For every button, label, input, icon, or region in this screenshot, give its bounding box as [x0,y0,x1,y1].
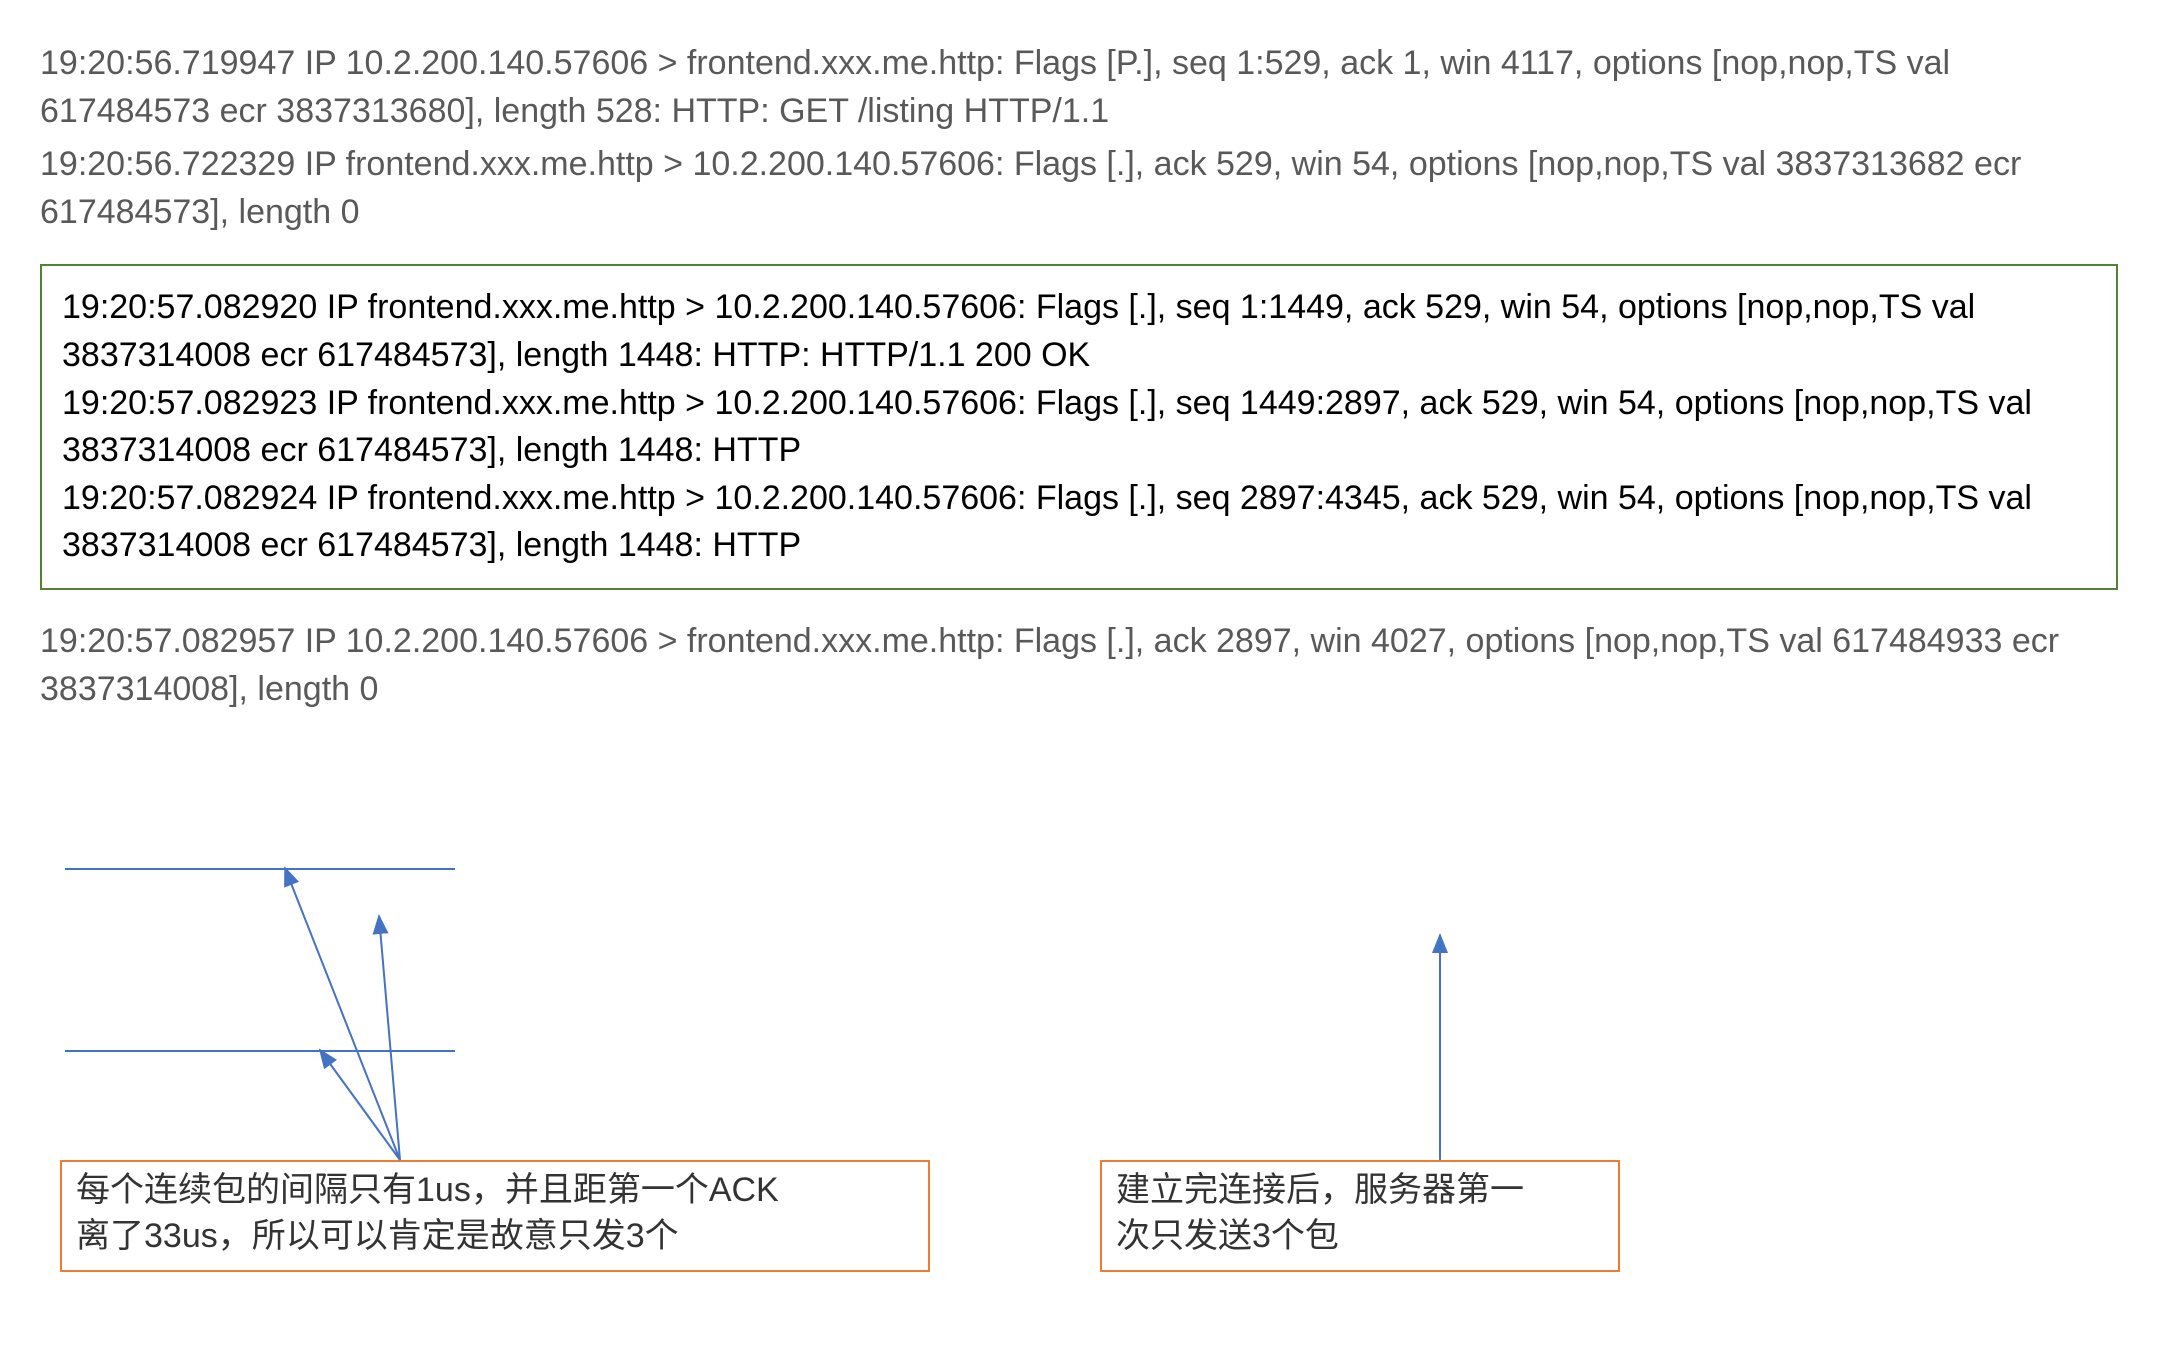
trace-line: 19:20:57.082923 IP frontend.xxx.me.http … [62,380,2096,475]
trace-line: 19:20:57.082924 IP frontend.xxx.me.http … [62,475,2096,570]
arrow-line [320,1050,400,1160]
annotation-left: 每个连续包的间隔只有1us，并且距第一个ACK 离了33us，所以可以肯定是故意… [60,1160,930,1272]
annotation-text: 每个连续包的间隔只有1us，并且距第一个ACK [76,1171,779,1209]
trace-line: 19:20:56.722329 IP frontend.xxx.me.http … [40,141,2118,236]
annotation-right: 建立完连接后，服务器第一 次只发送3个包 [1100,1160,1620,1272]
timestamp-underline [65,1050,455,1052]
annotation-text: 次只发送3个包 [1116,1217,1339,1255]
annotation-text: 离了33us，所以可以肯定是故意只发3个 [76,1217,679,1255]
trace-line: 19:20:56.719947 IP 10.2.200.140.57606 > … [40,40,2118,135]
annotation-text: 建立完连接后，服务器第一 [1116,1171,1524,1209]
highlight-box: 19:20:57.082920 IP frontend.xxx.me.http … [40,264,2118,590]
tcpdump-annotated-figure: 19:20:56.719947 IP 10.2.200.140.57606 > … [40,40,2118,1019]
timestamp-underline [65,868,455,870]
trace-line: 19:20:57.082957 IP 10.2.200.140.57606 > … [40,618,2118,713]
trace-line: 19:20:57.082920 IP frontend.xxx.me.http … [62,284,2096,379]
